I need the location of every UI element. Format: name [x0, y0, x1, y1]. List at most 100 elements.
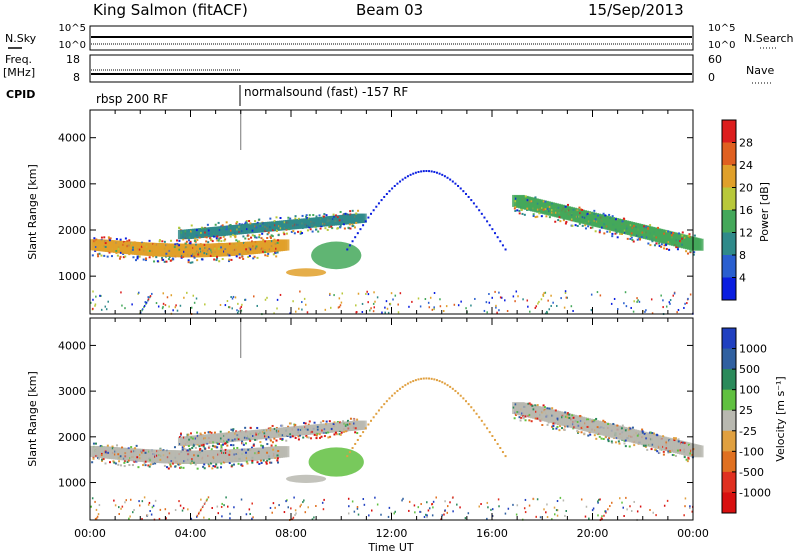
- echo-band-speck: [203, 431, 206, 434]
- echo-band-speck: [170, 239, 173, 242]
- echo-band-speck: [614, 232, 617, 235]
- echo-band-speck: [262, 450, 265, 453]
- echo-band-speck: [184, 230, 187, 233]
- echo-band-speck: [356, 418, 359, 421]
- scatter-cell: [419, 510, 421, 513]
- scatter-cell: [203, 502, 206, 505]
- scatter-cell: [597, 500, 599, 503]
- scatter-cell: [92, 290, 94, 293]
- echo-band-speck: [258, 218, 261, 221]
- echo-band-speck: [103, 236, 106, 239]
- echo-band-speck: [572, 416, 575, 419]
- scatter-cell: [291, 518, 294, 521]
- echo-band-speck: [206, 223, 209, 226]
- echo-band-speck: [631, 226, 634, 229]
- echo-band-speck: [128, 463, 131, 466]
- scatter-cell: [190, 517, 193, 520]
- scatter-cell: [683, 514, 685, 517]
- arc-speck: [391, 394, 394, 397]
- echo-band-speck: [679, 240, 682, 243]
- echo-band-speck: [94, 249, 97, 252]
- scatter-cell: [419, 305, 422, 308]
- scatter-cell: [498, 505, 500, 508]
- scatter-cell: [264, 298, 267, 301]
- echo-band-speck: [543, 406, 546, 409]
- echo-band-speck: [178, 226, 181, 229]
- echo-band-speck: [208, 465, 211, 468]
- echo-band-speck: [536, 404, 539, 407]
- echo-band-speck: [552, 427, 555, 430]
- arc-speck: [433, 170, 436, 173]
- echo-band-speck: [620, 232, 623, 235]
- echo-band-speck: [649, 431, 652, 434]
- echo-band-speck: [266, 459, 269, 462]
- arc-speck: [406, 382, 409, 385]
- arc-speck: [480, 419, 483, 422]
- echo-band-speck: [133, 460, 136, 463]
- scatter-cell: [636, 510, 639, 513]
- echo-band-speck: [635, 441, 638, 444]
- scatter-cell: [632, 310, 635, 313]
- echo-band-speck: [307, 436, 310, 439]
- echo-band-speck: [672, 437, 675, 440]
- echo-band-speck: [279, 227, 282, 230]
- echo-band-speck: [215, 463, 218, 466]
- echo-band-speck: [262, 250, 265, 253]
- echo-band-speck: [259, 459, 262, 462]
- echo-band-speck: [192, 232, 195, 235]
- echo-band-speck: [238, 240, 241, 243]
- echo-band-speck: [192, 445, 195, 448]
- echo-band-speck: [217, 221, 220, 224]
- echo-band-speck: [228, 254, 231, 257]
- scatter-cell: [444, 500, 446, 503]
- echo-band-speck: [536, 208, 539, 211]
- colorbar-swatch: [722, 277, 736, 301]
- echo-band-speck: [274, 252, 277, 255]
- arc-speck: [435, 379, 438, 382]
- scatter-cell: [408, 509, 410, 512]
- arc-speck: [494, 232, 497, 235]
- arc-speck: [354, 442, 357, 445]
- echo-band-speck: [212, 441, 215, 444]
- scatter-cell: [239, 307, 242, 310]
- scatter-cell: [446, 505, 449, 508]
- scatter-cell: [114, 504, 117, 507]
- echo-band-speck: [196, 443, 199, 446]
- scatter-cell: [205, 499, 208, 502]
- arc-speck: [488, 431, 491, 434]
- scatter-cell: [369, 309, 371, 312]
- scatter-cell: [459, 506, 461, 509]
- echo-band-speck: [673, 439, 676, 442]
- scatter-cell: [161, 307, 164, 310]
- echo-band-speck: [179, 433, 182, 436]
- scatter-cell: [174, 306, 177, 309]
- echo-band-speck: [685, 458, 688, 461]
- echo-band-speck: [218, 237, 221, 240]
- echo-band-speck: [126, 245, 129, 248]
- velocity-plot-area: [90, 318, 704, 521]
- echo-band-speck: [586, 425, 589, 428]
- echo-band-speck: [668, 248, 671, 251]
- scatter-cell: [408, 305, 410, 308]
- echo-band-speck: [210, 462, 213, 465]
- scatter-cell: [315, 504, 317, 507]
- echo-band-speck: [114, 462, 117, 465]
- scatter-cell: [285, 500, 287, 503]
- arc-speck: [377, 202, 380, 205]
- echo-band-speck: [216, 466, 219, 469]
- echo-band-speck: [201, 449, 204, 452]
- scatter-cell: [340, 301, 343, 304]
- echo-band-speck: [339, 421, 342, 424]
- echo-band-speck: [586, 212, 589, 215]
- scatter-cell: [217, 512, 220, 515]
- echo-band-speck: [332, 213, 335, 216]
- echo-band-speck: [255, 245, 258, 248]
- echo-band-speck: [100, 459, 103, 462]
- scatter-cell: [397, 311, 400, 314]
- scatter-cell: [348, 505, 350, 508]
- echo-band-speck: [223, 239, 226, 242]
- echo-band-speck: [202, 465, 205, 468]
- scatter-cell: [302, 501, 304, 504]
- scatter-cell: [492, 515, 494, 518]
- echo-band-speck: [608, 213, 611, 216]
